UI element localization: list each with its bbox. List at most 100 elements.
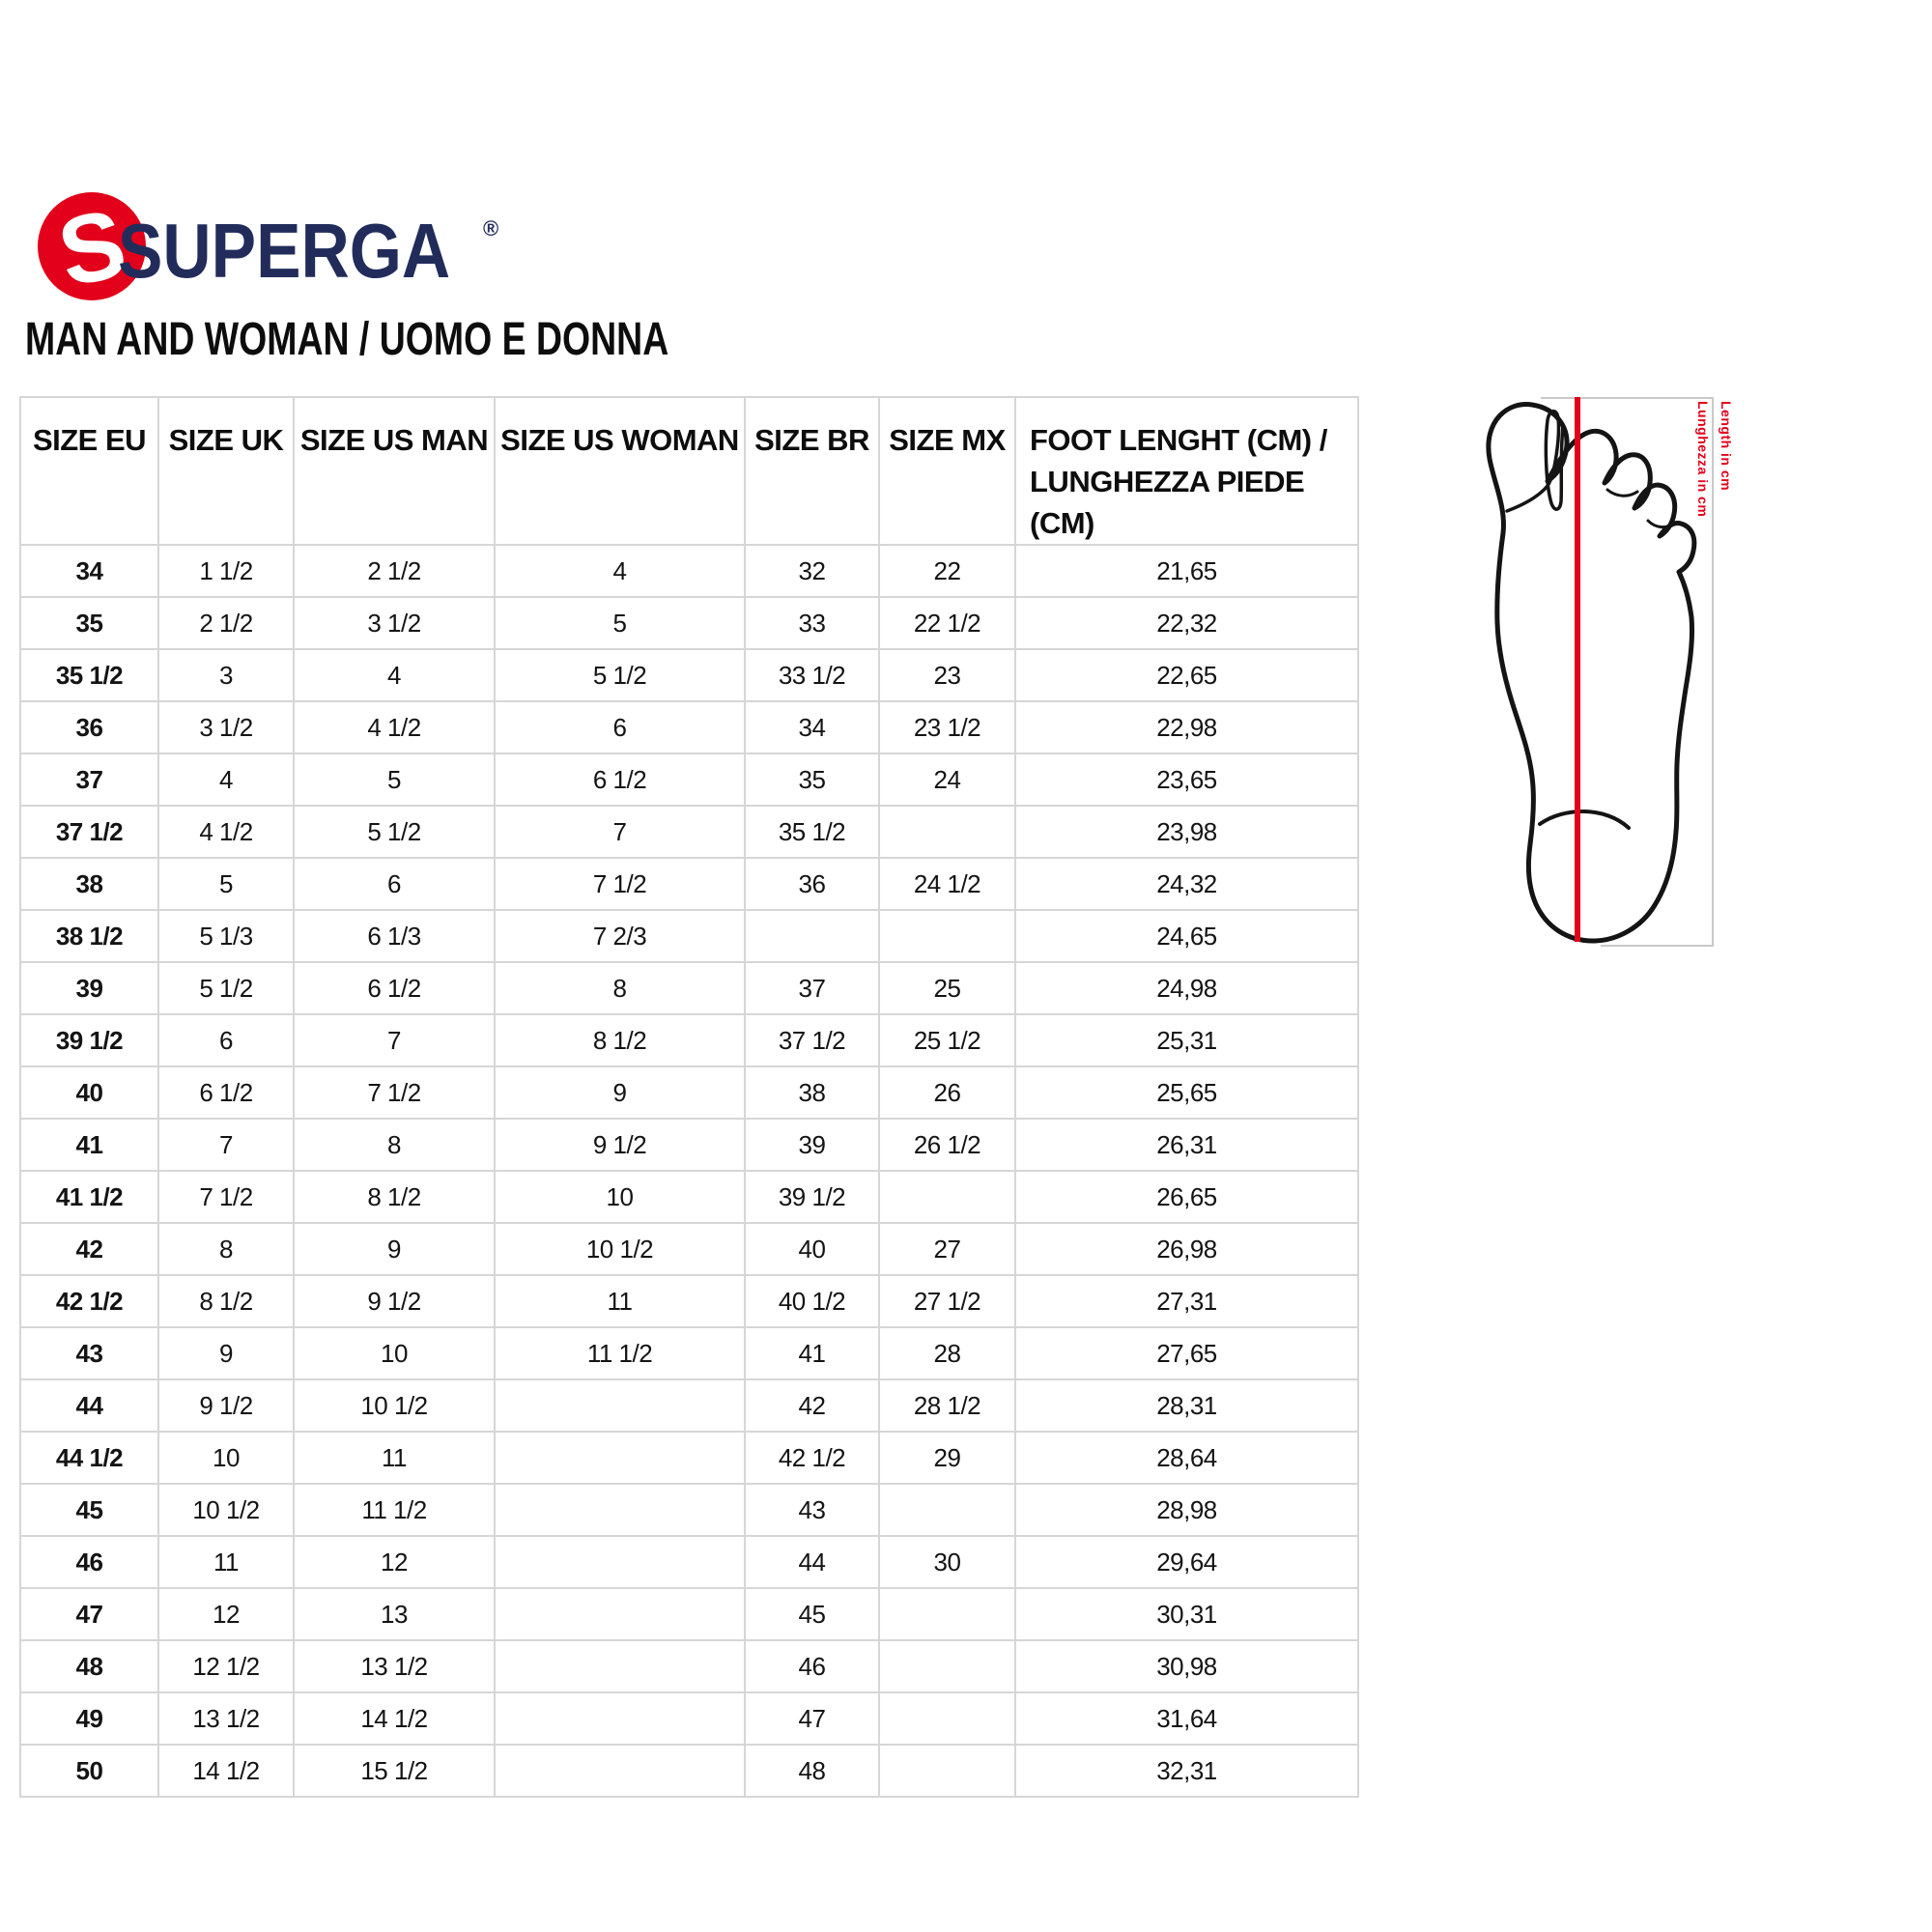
brand-wordmark: SUPERGA bbox=[118, 208, 451, 294]
table-cell: 23,65 bbox=[1014, 753, 1359, 807]
table-cell: 37 1/2 bbox=[744, 1013, 880, 1067]
table-cell: 26 1/2 bbox=[878, 1118, 1016, 1172]
header-cell: SIZE EU bbox=[19, 396, 159, 546]
table-cell: 22,98 bbox=[1014, 700, 1359, 754]
table-cell: 11 1/2 bbox=[494, 1326, 746, 1380]
foot-measurement-diagram bbox=[1451, 397, 1714, 947]
table-cell: 42 1/2 bbox=[744, 1431, 880, 1485]
table-row: 38 5 6 7 1/2 36 24 1/2 24,32 bbox=[19, 857, 1359, 911]
table-cell: 23 1/2 bbox=[878, 700, 1016, 754]
table-cell: 36 bbox=[744, 857, 880, 911]
table-cell: 37 1/2 bbox=[19, 805, 159, 859]
table-cell bbox=[878, 805, 1016, 859]
table-cell bbox=[878, 1744, 1016, 1798]
table-cell: 4 bbox=[157, 753, 295, 807]
table-row: 48 12 1/2 13 1/2 46 30,98 bbox=[19, 1639, 1359, 1693]
table-row: 35 2 1/2 3 1/2 5 33 22 1/2 22,32 bbox=[19, 596, 1359, 650]
table-cell: 28,31 bbox=[1014, 1378, 1359, 1433]
table-cell: 49 bbox=[19, 1691, 159, 1746]
table-row: 50 14 1/2 15 1/2 48 32,31 bbox=[19, 1744, 1359, 1798]
table-cell: 9 1/2 bbox=[157, 1378, 295, 1433]
table-cell bbox=[494, 1483, 746, 1537]
table-cell: 39 bbox=[744, 1118, 880, 1172]
length-label-en: Length in cm bbox=[1719, 401, 1734, 492]
table-cell: 13 1/2 bbox=[293, 1639, 496, 1693]
table-cell bbox=[878, 1483, 1016, 1537]
table-cell: 4 bbox=[494, 544, 746, 598]
table-body: 34 1 1/2 2 1/2 4 32 22 21,65 35 2 1/2 3 1/2 5 33 22 … bbox=[19, 544, 1359, 1798]
table-cell: 22,32 bbox=[1014, 596, 1359, 650]
table-cell: 39 1/2 bbox=[744, 1170, 880, 1224]
table-cell: 38 bbox=[744, 1065, 880, 1120]
table-cell: 35 1/2 bbox=[19, 648, 159, 702]
table-cell bbox=[878, 909, 1016, 963]
table-cell: 26,98 bbox=[1014, 1222, 1359, 1276]
table-cell bbox=[878, 1170, 1016, 1224]
table-cell: 8 bbox=[157, 1222, 295, 1276]
table-cell: 6 1/2 bbox=[157, 1065, 295, 1120]
table-cell: 6 1/2 bbox=[494, 753, 746, 807]
table-row: 46 11 12 44 30 29,64 bbox=[19, 1535, 1359, 1589]
table-cell: 8 1/2 bbox=[494, 1013, 746, 1067]
table-cell: 26 bbox=[878, 1065, 1016, 1120]
header-cell: SIZE US WOMAN bbox=[494, 396, 746, 546]
table-cell bbox=[494, 1744, 746, 1798]
table-cell: 24,65 bbox=[1014, 909, 1359, 963]
table-cell: 28,98 bbox=[1014, 1483, 1359, 1537]
table-cell: 28 bbox=[878, 1326, 1016, 1380]
header-cell: SIZE BR bbox=[744, 396, 880, 546]
table-cell: 11 bbox=[494, 1274, 746, 1328]
table-cell: 45 bbox=[19, 1483, 159, 1537]
table-cell: 2 1/2 bbox=[293, 544, 496, 598]
table-cell: 7 1/2 bbox=[157, 1170, 295, 1224]
header-cell: FOOT LENGHT (CM) / LUNGHEZZA PIEDE (CM) bbox=[1014, 396, 1359, 546]
table-cell: 11 1/2 bbox=[293, 1483, 496, 1537]
table-cell: 10 1/2 bbox=[494, 1222, 746, 1276]
header-cell: SIZE US MAN bbox=[293, 396, 496, 546]
table-cell: 37 bbox=[19, 753, 159, 807]
table-cell: 32 bbox=[744, 544, 880, 598]
table-cell: 13 1/2 bbox=[157, 1691, 295, 1746]
table-cell: 37 bbox=[744, 961, 880, 1015]
table-cell: 35 bbox=[19, 596, 159, 650]
figure-border-bottom bbox=[1601, 945, 1714, 947]
table-cell: 12 1/2 bbox=[157, 1639, 295, 1693]
table-cell bbox=[878, 1639, 1016, 1693]
table-cell: 24 1/2 bbox=[878, 857, 1016, 911]
table-cell: 10 1/2 bbox=[293, 1378, 496, 1433]
table-cell: 8 1/2 bbox=[293, 1170, 496, 1224]
table-cell: 7 bbox=[494, 805, 746, 859]
table-cell: 9 bbox=[293, 1222, 496, 1276]
table-cell: 42 1/2 bbox=[19, 1274, 159, 1328]
table-cell: 1 1/2 bbox=[157, 544, 295, 598]
table-cell: 24,98 bbox=[1014, 961, 1359, 1015]
table-cell: 42 bbox=[744, 1378, 880, 1433]
superga-s-ball-icon: S bbox=[38, 191, 146, 301]
table-cell: 33 bbox=[744, 596, 880, 650]
header-cell: SIZE UK bbox=[157, 396, 295, 546]
table-cell: 39 1/2 bbox=[19, 1013, 159, 1067]
table-row: 40 6 1/2 7 1/2 9 38 26 25,65 bbox=[19, 1065, 1359, 1120]
registered-trademark-symbol: ® bbox=[483, 216, 499, 241]
table-cell: 5 1/3 bbox=[157, 909, 295, 963]
table-cell: 22 bbox=[878, 544, 1016, 598]
table-cell: 44 bbox=[744, 1535, 880, 1589]
table-row: 35 1/2 3 4 5 1/2 33 1/2 23 22,65 bbox=[19, 648, 1359, 702]
table-cell: 46 bbox=[19, 1535, 159, 1589]
table-cell bbox=[494, 1587, 746, 1641]
table-cell: 29,64 bbox=[1014, 1535, 1359, 1589]
table-cell: 25,31 bbox=[1014, 1013, 1359, 1067]
table-cell: 8 bbox=[494, 961, 746, 1015]
superga-logo: S bbox=[37, 191, 147, 301]
table-cell: 14 1/2 bbox=[293, 1691, 496, 1746]
table-cell: 7 2/3 bbox=[494, 909, 746, 963]
table-cell: 47 bbox=[19, 1587, 159, 1641]
table-cell: 15 1/2 bbox=[293, 1744, 496, 1798]
table-cell: 6 1/3 bbox=[293, 909, 496, 963]
table-cell: 6 bbox=[494, 700, 746, 754]
table-cell: 7 1/2 bbox=[293, 1065, 496, 1120]
length-label-it: Lunghezza in cm bbox=[1695, 401, 1711, 518]
table-cell: 22,65 bbox=[1014, 648, 1359, 702]
table-cell: 41 bbox=[19, 1118, 159, 1172]
